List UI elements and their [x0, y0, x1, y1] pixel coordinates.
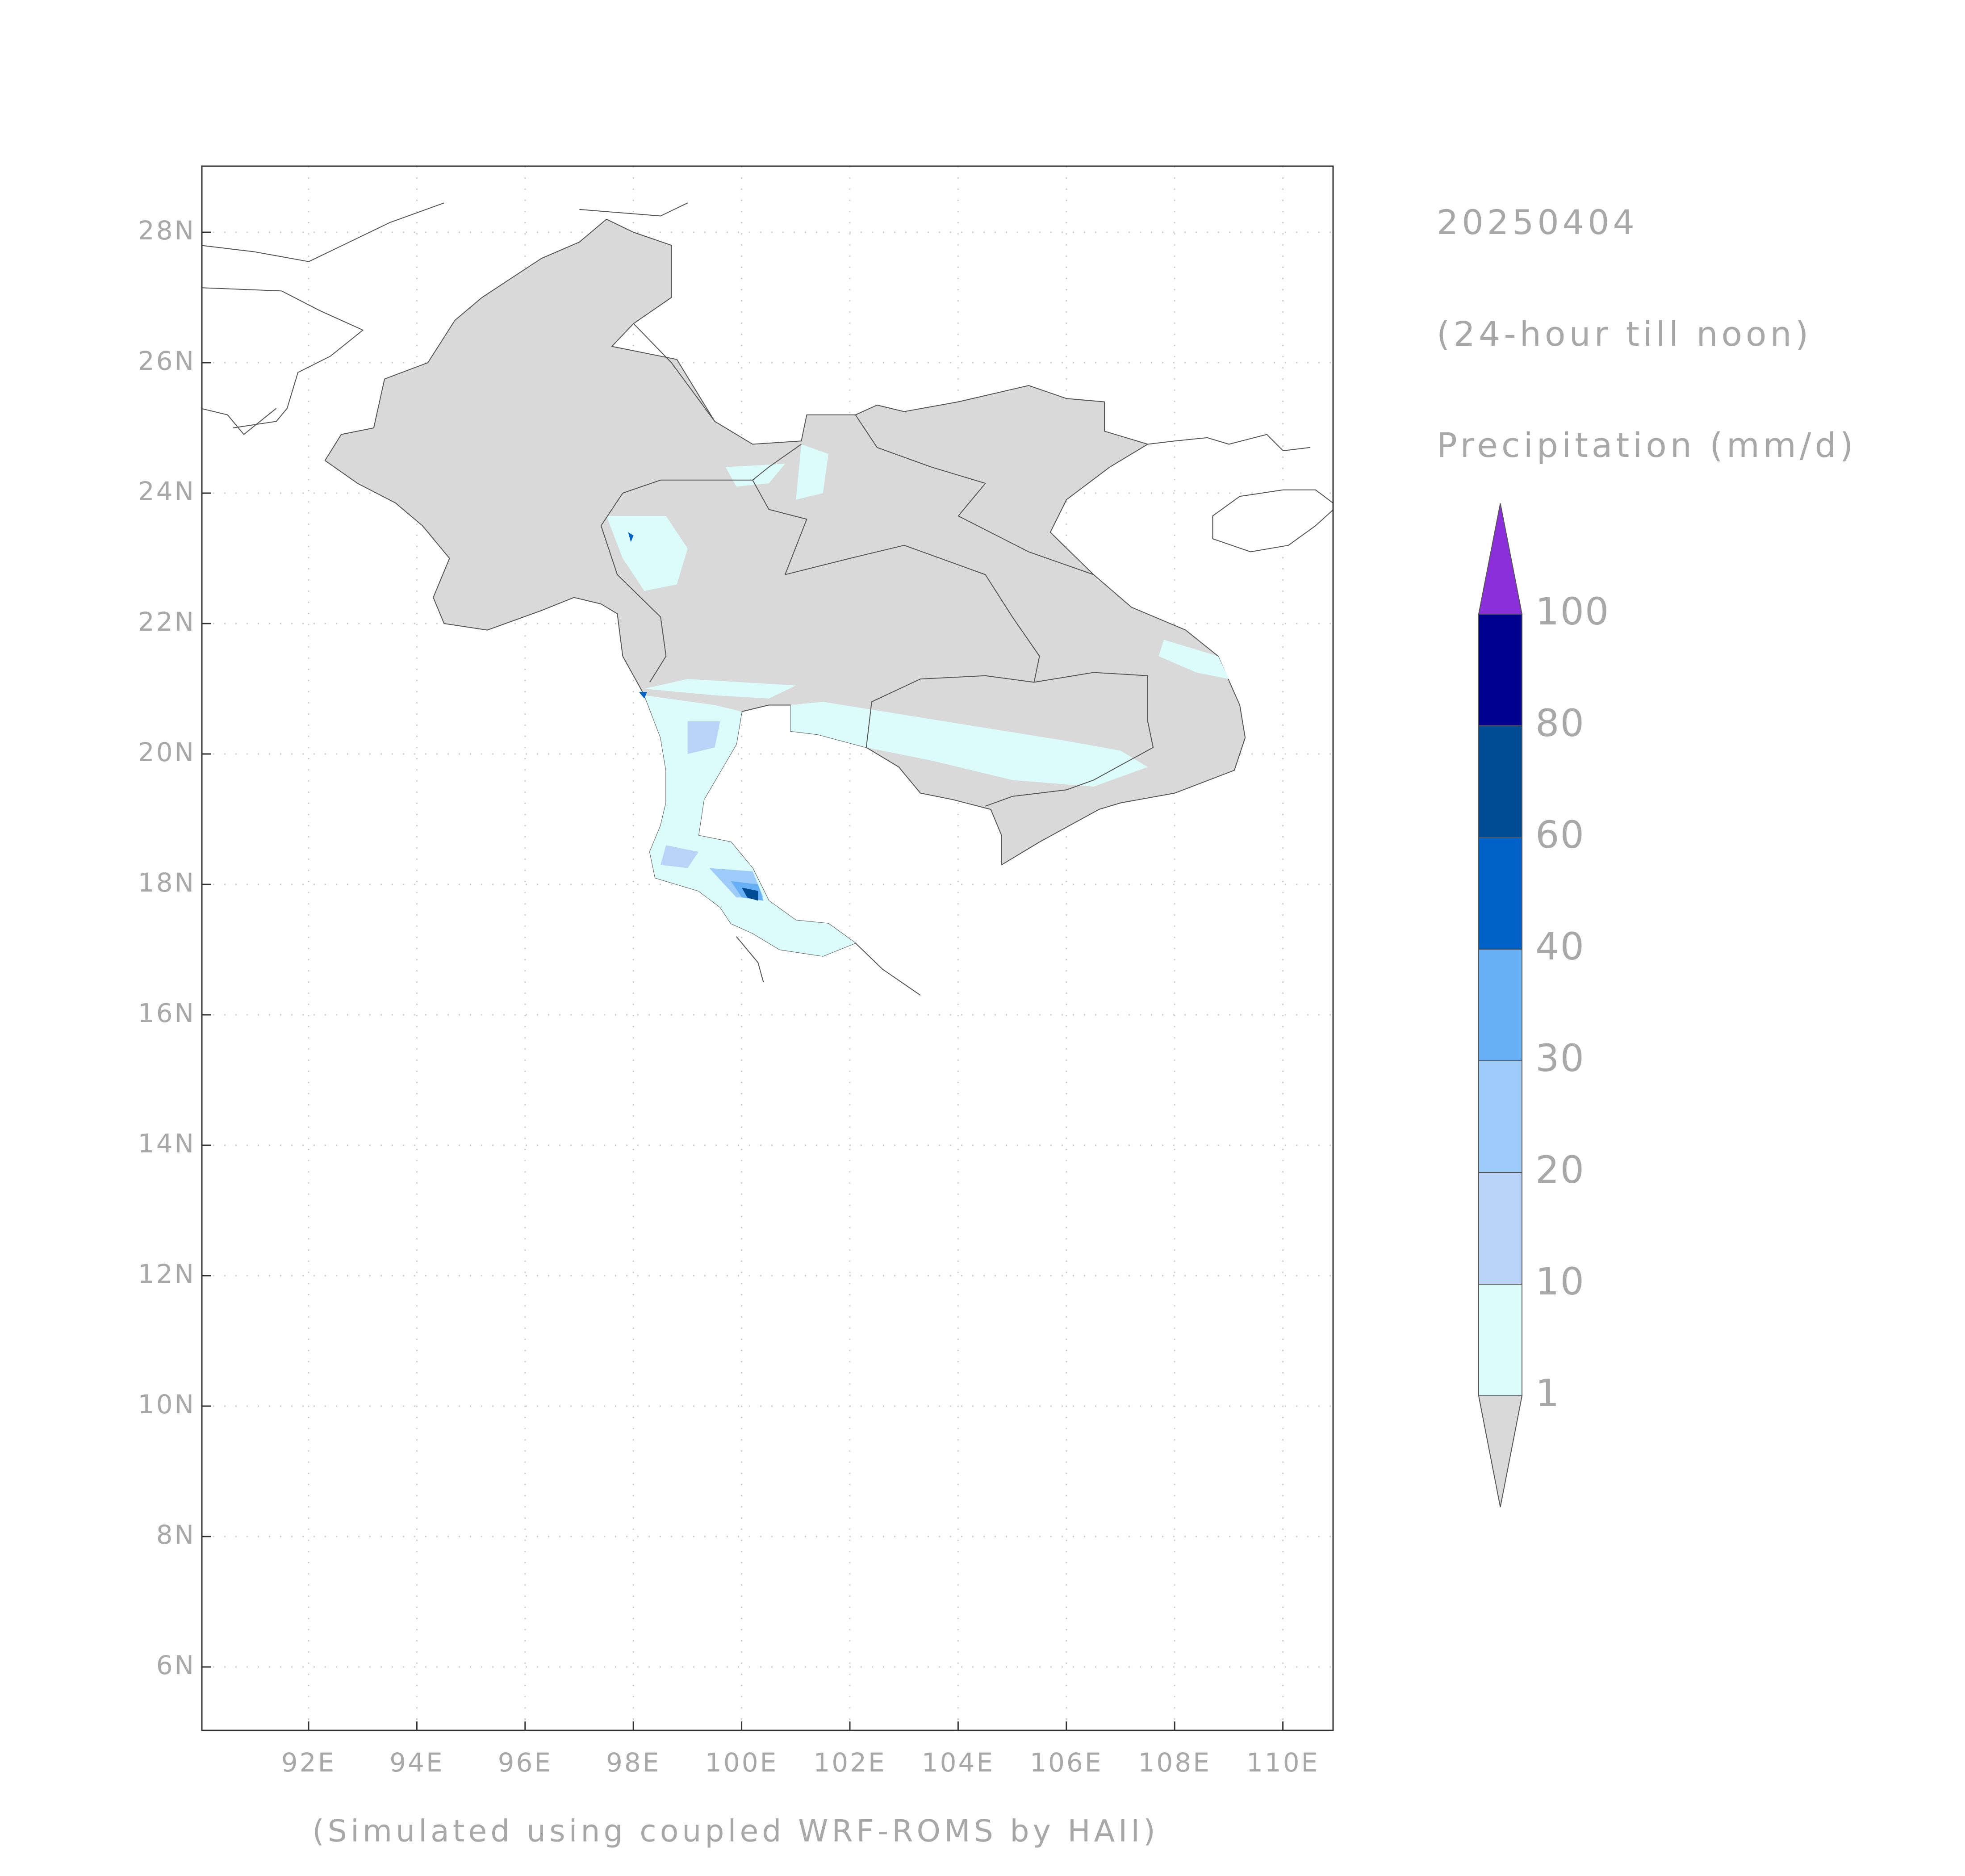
- colorbar-label: 10: [1535, 1260, 1585, 1303]
- island: [1212, 490, 1333, 552]
- precip-patch: [725, 464, 785, 487]
- colorbar-label: 100: [1535, 590, 1610, 633]
- colorbar-bin: [1478, 837, 1522, 950]
- lon-tick-label: 104E: [922, 1747, 995, 1778]
- lat-tick-label: 10N: [138, 1389, 196, 1420]
- border-line: [201, 288, 363, 428]
- lat-tick-label: 20N: [138, 737, 196, 767]
- lon-tick-label: 110E: [1246, 1747, 1319, 1778]
- map-area: [201, 203, 1333, 995]
- precip-patches: [606, 444, 1229, 956]
- lon-tick-label: 106E: [1030, 1747, 1103, 1778]
- border-line: [201, 203, 444, 261]
- coast-line: [201, 408, 276, 434]
- tick-labels: 28N 26N 24N 22N 20N 18N 16N 14N 12N 10N 8N 6N 92E 94E…: [138, 215, 1319, 1778]
- colorbar-label: 1: [1535, 1371, 1560, 1415]
- footer-note: (Simulated using coupled WRF-ROMS by HAI…: [312, 1814, 1158, 1849]
- colorbar-bin: [1478, 1172, 1522, 1285]
- coast-line: [856, 943, 920, 995]
- precip-patch: [687, 721, 720, 754]
- colorbar-label: 30: [1535, 1036, 1585, 1080]
- lat-tick-label: 24N: [138, 476, 196, 507]
- precip-patch: [628, 532, 634, 542]
- colorbar-bin: [1478, 1060, 1522, 1173]
- precip-patch: [606, 516, 688, 591]
- geography: [201, 203, 1333, 995]
- lat-tick-label: 16N: [138, 998, 196, 1028]
- variable-label: Precipitation (mm/d): [1437, 425, 1856, 465]
- lon-tick-label: 98E: [606, 1747, 661, 1778]
- border-line: [985, 673, 1153, 806]
- precip-patch: [741, 888, 758, 901]
- coast-line: [1148, 435, 1310, 451]
- lon-tick-label: 102E: [813, 1747, 886, 1778]
- border-line: [634, 323, 715, 421]
- colorbar-label: 60: [1535, 813, 1585, 857]
- lat-tick-label: 8N: [156, 1520, 196, 1550]
- lat-tick-label: 12N: [138, 1259, 196, 1289]
- colorbar-bin: [1478, 725, 1522, 838]
- colorbar: 1 10 20 30 40 60 80 100: [1478, 503, 1610, 1508]
- border-line: [601, 493, 666, 682]
- border-line: [579, 203, 687, 216]
- date-label: 20250404: [1437, 202, 1638, 242]
- period-label: (24-hour till noon): [1437, 314, 1812, 354]
- lat-tick-label: 18N: [138, 867, 196, 898]
- precip-patch: [661, 845, 699, 868]
- coast-line: [736, 937, 764, 982]
- plot-frame: [201, 165, 1334, 1731]
- lon-tick-label: 108E: [1138, 1747, 1211, 1778]
- lat-tick-label: 22N: [138, 607, 196, 637]
- precip-patch: [796, 444, 828, 500]
- border-line: [753, 480, 1039, 748]
- precip-patch: [644, 695, 856, 956]
- colorbar-bin: [1478, 614, 1522, 726]
- border-line: [623, 444, 801, 494]
- lon-tick-label: 92E: [281, 1747, 336, 1778]
- colorbar-bin: [1478, 949, 1522, 1061]
- lon-tick-label: 96E: [498, 1747, 552, 1778]
- colorbar-under: [1478, 1395, 1523, 1508]
- mainland: [325, 219, 1245, 956]
- colorbar-label: 40: [1535, 925, 1585, 968]
- precip-patch: [644, 679, 796, 699]
- precip-patch: [639, 692, 647, 699]
- colorbar-over: [1478, 503, 1523, 615]
- colorbar-label: 20: [1535, 1148, 1585, 1192]
- lat-tick-label: 26N: [138, 346, 196, 376]
- colorbar-label: 80: [1535, 701, 1585, 745]
- lat-tick-label: 6N: [156, 1650, 196, 1680]
- graticule: [202, 166, 1333, 1730]
- lon-tick-label: 94E: [389, 1747, 444, 1778]
- border-line: [856, 415, 1094, 575]
- lon-tick-label: 100E: [705, 1747, 778, 1778]
- lat-tick-label: 28N: [138, 215, 196, 246]
- colorbar-bin: [1478, 1284, 1522, 1396]
- precip-patch: [790, 702, 1148, 787]
- precip-patch: [1158, 640, 1229, 679]
- lat-tick-label: 14N: [138, 1128, 196, 1159]
